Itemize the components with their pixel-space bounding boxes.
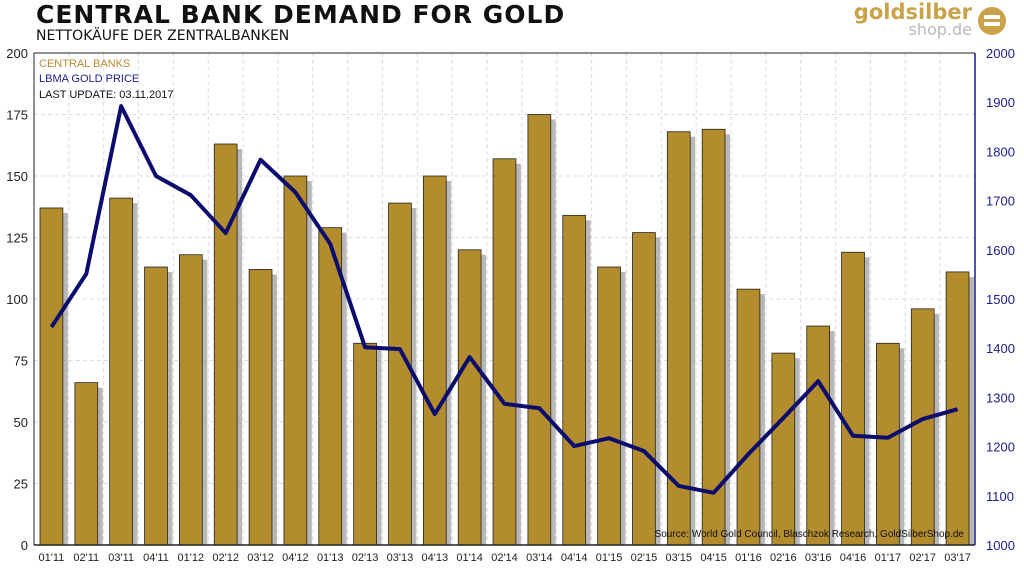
left-tick-label: 200	[6, 46, 28, 61]
bar	[876, 342, 900, 546]
logo: goldsilber shop.de	[853, 0, 972, 39]
x-tick-label: 03'15	[665, 552, 692, 564]
bar	[771, 352, 796, 546]
right-tick-label: 1800	[986, 144, 1015, 159]
bar	[945, 271, 970, 546]
bar	[597, 266, 621, 546]
right-tick-label: 1300	[986, 390, 1015, 405]
bar	[666, 131, 691, 546]
left-tick-label: 25	[14, 477, 28, 492]
x-tick-label: 01'13	[317, 552, 344, 564]
bar	[248, 269, 273, 546]
x-tick-label: 02'11	[73, 552, 99, 564]
x-tick-label: 01'14	[456, 552, 483, 564]
right-tick-label: 1900	[986, 95, 1015, 110]
bar	[527, 114, 552, 546]
left-tick-label: 75	[14, 354, 28, 369]
x-tick-label: 04'14	[561, 552, 588, 564]
right-tick-label: 1100	[986, 489, 1014, 504]
bar	[353, 342, 377, 546]
right-tick-label: 2000	[986, 46, 1015, 61]
x-tick-label: 01'15	[596, 552, 623, 564]
bar	[144, 266, 168, 546]
chart-subtitle: NETTOKÄUFE DER ZENTRALBANKEN	[36, 28, 290, 44]
x-tick-label: 03'11	[108, 552, 134, 564]
bar	[39, 207, 64, 546]
bar	[806, 325, 830, 546]
x-tick-label: 02'14	[491, 552, 518, 564]
bar	[736, 288, 761, 546]
bar	[841, 251, 865, 546]
x-tick-label: 04'16	[840, 552, 867, 564]
x-tick-label: 04'11	[143, 552, 169, 564]
bar	[74, 382, 99, 546]
bar	[283, 175, 308, 546]
bar	[318, 227, 343, 546]
right-tick-label: 1600	[986, 243, 1015, 258]
bar	[109, 197, 133, 546]
logo-text-2: shop.de	[908, 20, 972, 39]
x-tick-label: 02'12	[212, 552, 239, 564]
last-update: LAST UPDATE: 03.11.2017	[39, 89, 174, 101]
x-tick-label: 03'17	[944, 552, 971, 564]
bar	[910, 308, 935, 546]
x-tick-label: 01'11	[39, 552, 65, 564]
right-tick-label: 1200	[986, 440, 1015, 455]
right-tick-label: 1500	[986, 292, 1015, 307]
x-tick-label: 03'16	[805, 552, 832, 564]
source-note: Source: World Gold Council, Blaschzok Re…	[654, 529, 964, 540]
legend-bars: CENTRAL BANKS	[39, 58, 131, 70]
x-tick-label: 02'13	[352, 552, 379, 564]
x-tick-label: 01'16	[735, 552, 762, 564]
bar	[388, 202, 412, 546]
left-tick-label: 125	[6, 231, 28, 246]
bar	[213, 143, 238, 546]
left-tick-label: 150	[6, 169, 28, 184]
x-tick-label: 02'16	[770, 552, 797, 564]
bar	[632, 232, 656, 546]
right-tick-label: 1000	[986, 538, 1015, 553]
left-tick-label: 50	[14, 415, 28, 430]
bar	[562, 214, 587, 546]
left-tick-label: 0	[21, 538, 28, 553]
x-tick-label: 03'13	[387, 552, 414, 564]
x-tick-label: 01'12	[178, 552, 205, 564]
left-tick-label: 175	[6, 108, 28, 123]
x-tick-label: 03'12	[247, 552, 274, 564]
bar	[422, 175, 447, 546]
x-tick-label: 02'15	[631, 552, 658, 564]
right-tick-label: 1400	[986, 341, 1015, 356]
x-tick-label: 02'17	[909, 552, 936, 564]
right-tick-label: 1700	[986, 194, 1015, 209]
logo-icon	[978, 7, 1006, 35]
bar	[179, 254, 203, 546]
x-tick-label: 03'14	[526, 552, 553, 564]
x-tick-label: 04'12	[282, 552, 309, 564]
x-tick-label: 04'15	[700, 552, 727, 564]
logo-text-1: goldsilber	[853, 0, 972, 24]
legend-line: LBMA GOLD PRICE	[39, 73, 140, 85]
bar	[457, 249, 482, 546]
x-tick-label: 04'13	[422, 552, 449, 564]
bar	[492, 158, 517, 546]
left-tick-label: 100	[6, 292, 28, 307]
x-tick-label: 01'17	[875, 552, 902, 564]
chart-title: CENTRAL BANK DEMAND FOR GOLD	[36, 0, 566, 29]
